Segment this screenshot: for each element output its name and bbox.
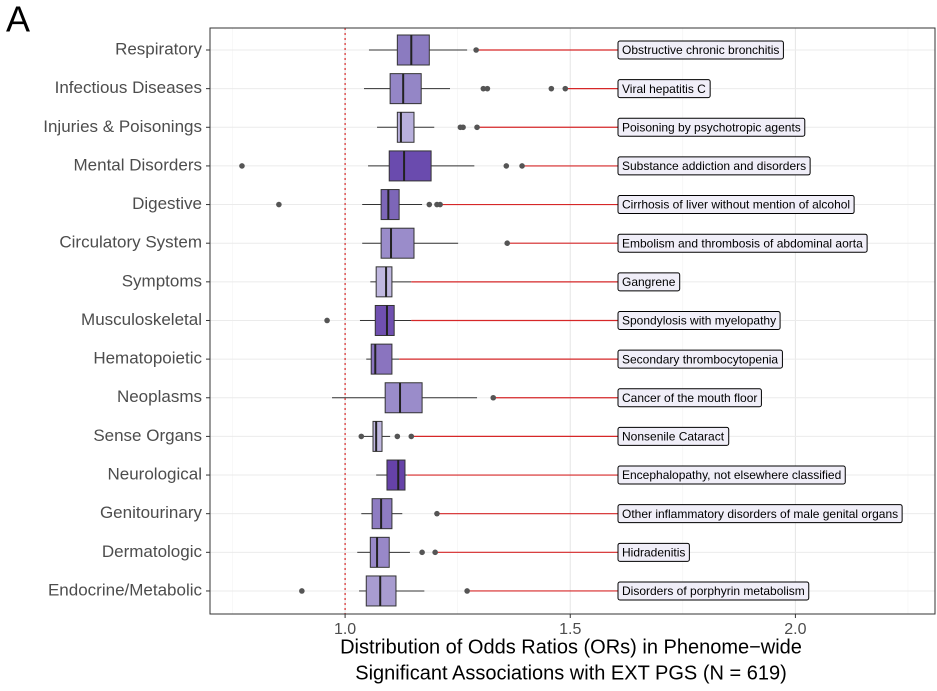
annotation-box: [617, 388, 762, 408]
annotation-box: [617, 40, 784, 60]
outlier: [548, 85, 555, 92]
annotation: Cirrhosis of liver without mention of al…: [622, 198, 850, 212]
annotation-box: [617, 349, 783, 369]
y-tick-label: Digestive: [132, 194, 202, 213]
plot-frame: [209, 27, 936, 615]
annotation: Spondylosis with myelopathy: [622, 314, 776, 328]
y-tick-label: Hematopoietic: [93, 349, 202, 368]
outlier: [519, 163, 525, 169]
outlier: [324, 317, 330, 324]
box: [384, 382, 423, 414]
outlier: [473, 47, 479, 53]
x-tick-label: 1.0: [334, 621, 356, 638]
box: [389, 73, 422, 105]
outlier: [480, 85, 487, 92]
outlier: [484, 85, 491, 92]
outlier: [562, 85, 569, 92]
outlier: [394, 433, 401, 440]
box: [370, 343, 393, 375]
annotation-box: [617, 195, 855, 215]
outlier: [464, 588, 470, 594]
box: [386, 459, 406, 491]
outlier: [239, 163, 245, 169]
annotation: Secondary thrombocytopenia: [622, 352, 778, 366]
box: [369, 536, 390, 568]
y-tick-label: Neurological: [108, 465, 203, 484]
annotation-box: [617, 426, 730, 446]
y-tick-label: Symptoms: [122, 271, 202, 290]
annotation-box: [617, 310, 781, 330]
annotation-box: [617, 581, 810, 601]
y-tick-label: Injuries & Poisonings: [43, 117, 202, 136]
outlier: [432, 549, 438, 556]
annotation: Gangrene: [622, 275, 676, 289]
outlier: [419, 549, 425, 556]
annotation: Nonsenile Cataract: [622, 430, 725, 444]
annotation-box: [617, 233, 868, 253]
box: [380, 227, 415, 259]
annotation: Substance addiction and disorders: [622, 159, 806, 173]
box: [388, 150, 432, 182]
outlier: [503, 163, 510, 169]
x-tick-label: 1.5: [559, 621, 581, 638]
y-tick-label: Musculoskeletal: [81, 310, 202, 329]
outlier: [437, 201, 443, 208]
annotation-box: [617, 272, 681, 292]
annotation: Obstructive chronic bronchitis: [622, 43, 779, 57]
x-axis-label: Significant Associations with EXT PGS (N…: [355, 662, 787, 684]
annotation: Embolism and thrombosis of abdominal aor…: [622, 236, 863, 250]
annotation: Poisoning by psychotropic agents: [622, 120, 801, 134]
outlier: [490, 394, 497, 401]
annotation-box: [617, 465, 846, 485]
annotation-box: [617, 542, 690, 562]
y-tick-label: Sense Organs: [93, 426, 202, 445]
panel-label: A: [6, 0, 30, 40]
outlier: [434, 510, 440, 517]
outlier: [408, 433, 415, 440]
outlier: [504, 240, 511, 246]
annotation: Other inflammatory disorders of male gen…: [622, 507, 898, 521]
x-axis-label: Distribution of Odds Ratios (ORs) in Phe…: [340, 636, 802, 658]
outlier: [474, 124, 480, 131]
box: [380, 189, 400, 221]
annotation: Hidradenitis: [622, 545, 685, 559]
y-tick-label: Infectious Diseases: [55, 78, 202, 97]
annotation: Cancer of the mouth floor: [622, 391, 757, 405]
box: [374, 304, 395, 336]
outlier: [426, 201, 433, 208]
box: [372, 420, 383, 452]
annotation: Disorders of porphyrin metabolism: [622, 584, 805, 598]
outlier: [358, 433, 365, 440]
outlier: [276, 201, 282, 208]
y-tick-label: Dermatologic: [102, 542, 203, 561]
box: [396, 111, 415, 143]
annotation-box: [617, 117, 806, 137]
annotation-box: [617, 156, 811, 176]
annotation-box: [617, 79, 711, 99]
y-tick-label: Circulatory System: [59, 233, 202, 252]
y-tick-label: Neoplasms: [117, 387, 202, 406]
y-tick-label: Respiratory: [115, 39, 202, 58]
annotation-box: [617, 504, 903, 524]
y-tick-label: Mental Disorders: [74, 155, 203, 174]
y-tick-label: Genitourinary: [100, 503, 203, 522]
annotation: Viral hepatitis C: [622, 82, 706, 96]
outlier: [299, 588, 305, 594]
y-tick-label: Endocrine/Metabolic: [48, 580, 203, 599]
box: [396, 34, 430, 66]
outlier: [460, 124, 466, 131]
box: [375, 266, 393, 298]
x-tick-label: 2.0: [784, 621, 806, 638]
annotation: Encephalopathy, not elsewhere classified: [622, 468, 841, 482]
